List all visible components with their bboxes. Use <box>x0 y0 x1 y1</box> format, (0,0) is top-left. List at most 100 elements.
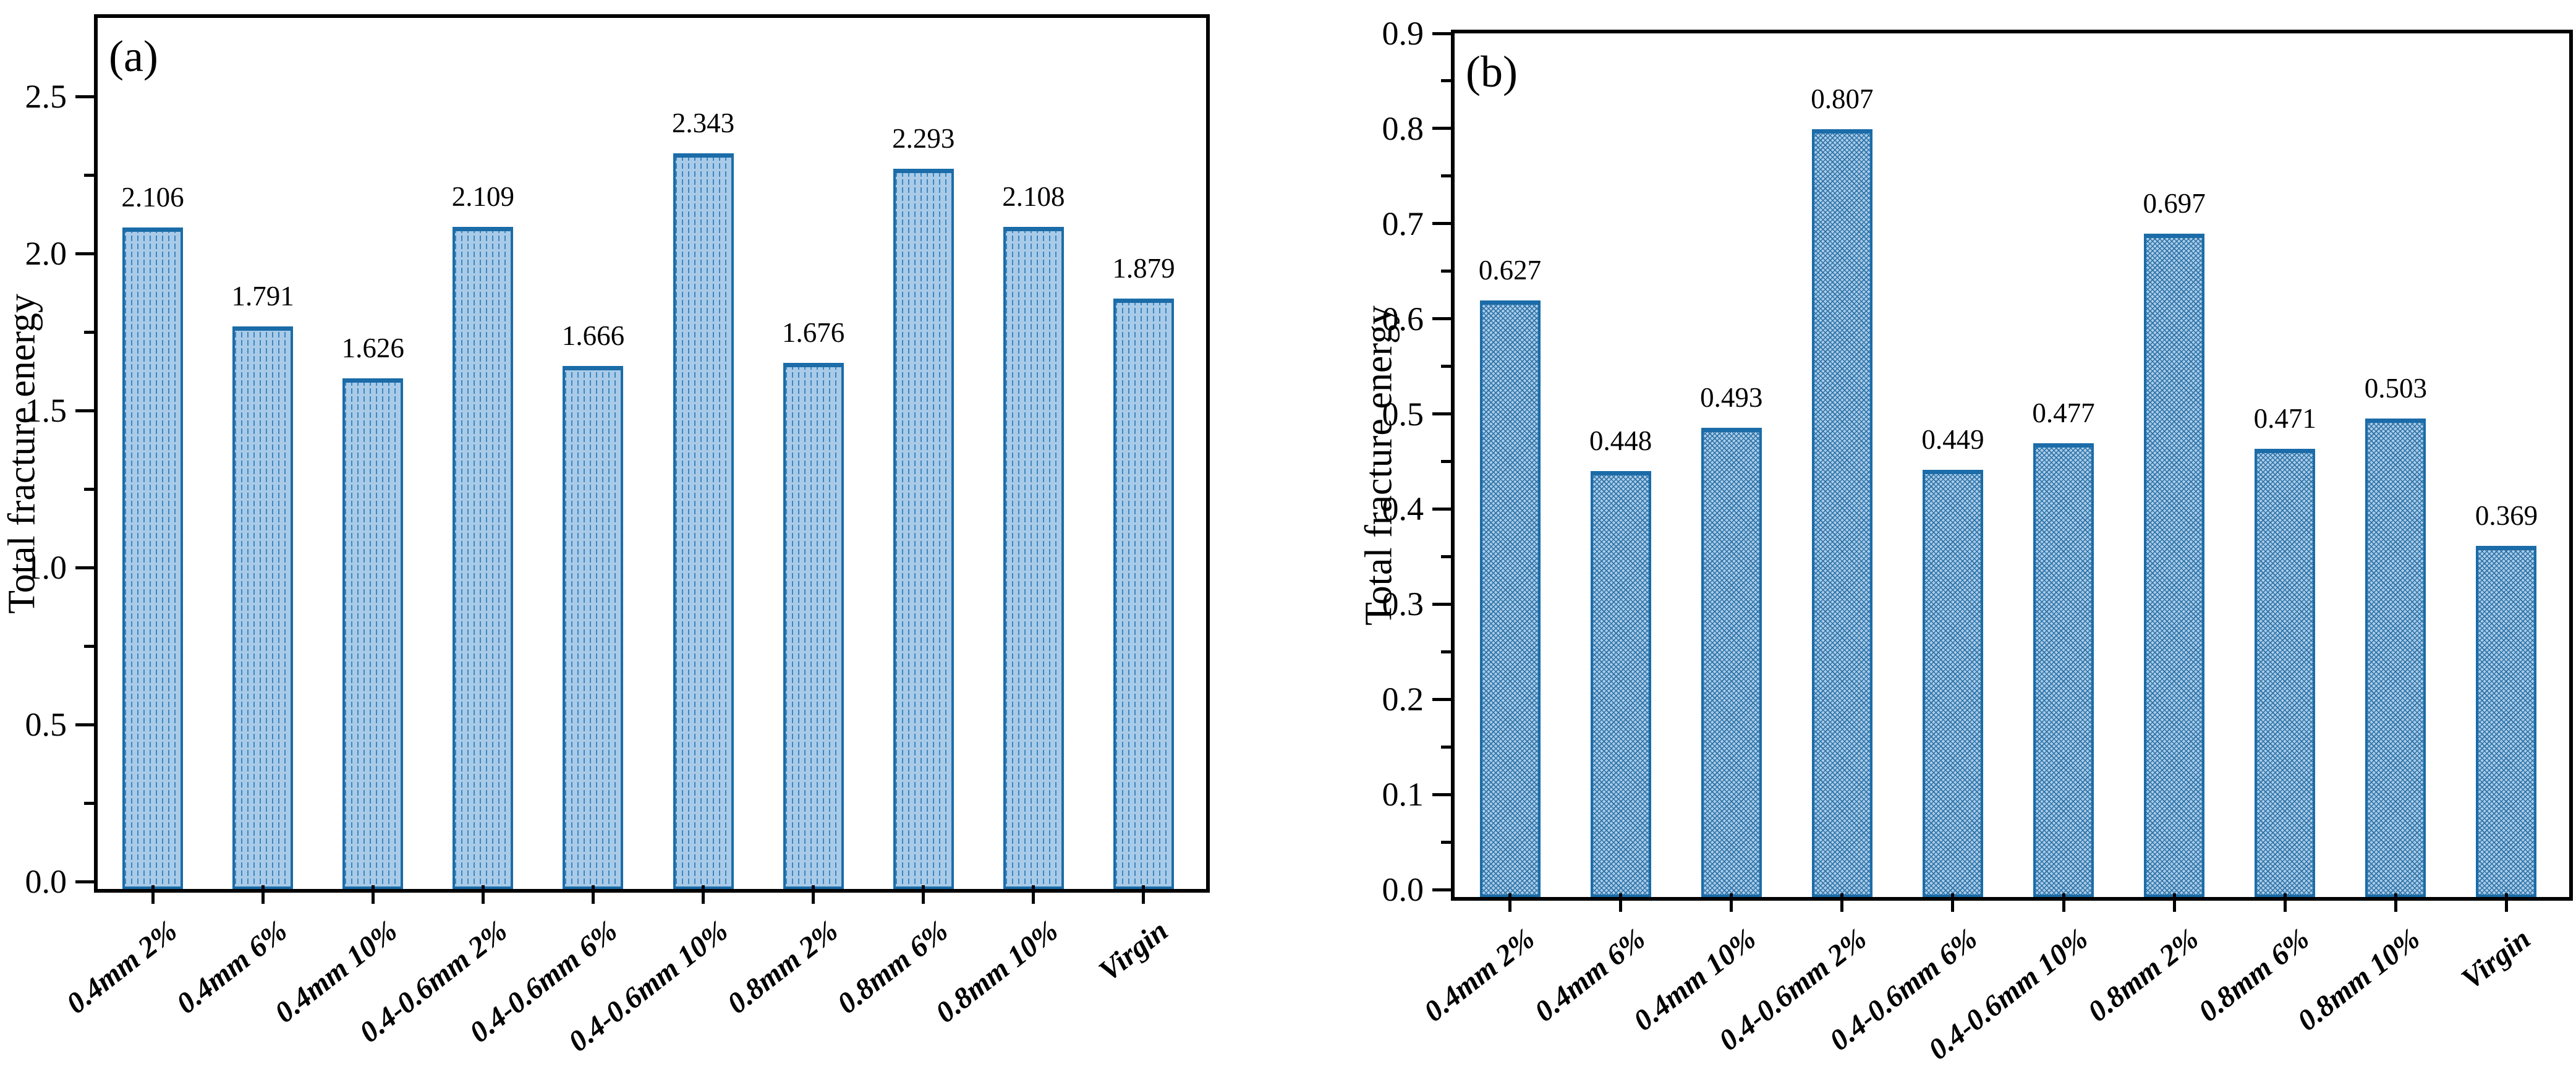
y-major-tick <box>75 880 94 883</box>
bar-value-label: 1.791 <box>231 281 294 312</box>
y-major-tick <box>75 95 94 98</box>
bar <box>1479 300 1541 897</box>
bar <box>673 153 734 889</box>
bar <box>342 378 404 889</box>
y-minor-tick <box>1441 555 1451 558</box>
bar <box>1701 428 1762 897</box>
y-major-tick <box>1432 793 1451 796</box>
y-tick-label: 0.5 <box>1382 395 1424 433</box>
bar <box>1003 227 1064 889</box>
x-category-label: 0.8mm 10% <box>929 914 1065 1030</box>
bar <box>1113 299 1174 889</box>
y-tick-label: 0.0 <box>25 863 67 900</box>
x-tick <box>1508 893 1512 912</box>
x-tick <box>2394 893 2397 912</box>
y-major-tick <box>75 566 94 569</box>
bar <box>2255 449 2316 897</box>
x-tick <box>922 885 925 904</box>
y-major-tick <box>1432 888 1451 891</box>
y-tick-label: 0.6 <box>1382 300 1424 338</box>
y-minor-tick <box>84 330 94 334</box>
y-major-tick <box>1432 602 1451 606</box>
x-tick <box>1951 893 1955 912</box>
bar-value-label: 0.807 <box>1811 83 1874 115</box>
bar-value-label: 0.369 <box>2475 500 2538 532</box>
y-major-tick <box>1432 697 1451 701</box>
x-tick <box>2504 893 2508 912</box>
x-tick <box>1142 885 1146 904</box>
y-tick-label: 0.2 <box>1382 681 1424 718</box>
bar-value-label: 2.109 <box>451 181 514 212</box>
chart-panel-b: (b) 0.0 0.1 0.2 0.3 0.4 0.5 0.6 0.7 0.8 0.9 0.627 0… <box>1358 15 2573 1066</box>
bar-value-label: 2.343 <box>671 107 735 138</box>
bar-value-label: 1.879 <box>1112 253 1175 284</box>
y-major-tick <box>1432 412 1451 416</box>
y-axis-label: Total fracture energy <box>1358 305 1400 626</box>
x-tick <box>1032 885 1035 904</box>
x-tick <box>702 885 705 904</box>
bar <box>2365 418 2426 897</box>
bar <box>1590 470 1651 897</box>
y-tick-label: 0.9 <box>1382 15 1424 52</box>
bar <box>232 326 294 889</box>
bar <box>893 169 954 889</box>
chart-panel-a: (a) 0.0 0.5 1.0 1.5 2.0 2.5 2.106 0.4mm 2% 1.791… <box>1 14 1210 1058</box>
y-tick-label: 2.0 <box>25 235 67 272</box>
x-category-label: 0.4mm 2% <box>60 914 184 1021</box>
bar-value-label: 0.471 <box>2253 403 2316 435</box>
x-tick <box>151 885 155 904</box>
y-tick-label: 2.5 <box>25 78 67 115</box>
x-category-label: Virgin <box>2455 922 2537 996</box>
y-minor-tick <box>1441 840 1451 844</box>
bar <box>563 365 624 889</box>
x-category-label: 0.8mm 2% <box>721 914 844 1021</box>
bar-value-label: 2.293 <box>892 123 955 155</box>
y-tick-label: 0.1 <box>1382 776 1424 814</box>
y-tick-label: 0.0 <box>1382 871 1424 908</box>
bar-value-label: 0.448 <box>1589 425 1652 456</box>
bar-value-label: 0.493 <box>1700 382 1763 414</box>
panel-label: (a) <box>109 32 158 81</box>
y-tick-label: 0.7 <box>1382 205 1424 242</box>
y-tick-label: 0.4 <box>1382 490 1424 528</box>
x-category-label: 0.4mm 2% <box>1418 922 1541 1029</box>
y-major-tick <box>75 409 94 412</box>
plot-area-b: (b) 0.0 0.1 0.2 0.3 0.4 0.5 0.6 0.7 0.8 0.9 0.627 0… <box>1382 15 2569 1066</box>
y-minor-tick <box>84 801 94 805</box>
y-minor-tick <box>84 644 94 648</box>
bar <box>453 226 514 889</box>
bar <box>2144 234 2205 897</box>
x-category-label: 0.8mm 10% <box>2292 922 2426 1038</box>
y-minor-tick <box>1441 650 1451 653</box>
y-tick-label: 1.5 <box>25 392 67 429</box>
bar-value-label: 1.666 <box>561 320 625 351</box>
bar-value-label: 1.626 <box>341 332 404 363</box>
y-tick-label: 0.5 <box>25 706 67 743</box>
y-tick-label: 1.0 <box>25 549 67 586</box>
bar-value-label: 0.477 <box>2032 397 2095 428</box>
panel-label: (b) <box>1466 47 1518 96</box>
y-minor-tick <box>84 487 94 491</box>
bar-value-label: 1.676 <box>782 317 845 348</box>
y-minor-tick <box>1441 174 1451 178</box>
x-category-label: Virgin <box>1092 914 1175 988</box>
x-tick <box>2062 893 2065 912</box>
y-major-tick <box>1432 507 1451 511</box>
x-tick <box>1730 893 1733 912</box>
bar <box>2476 546 2537 897</box>
y-major-tick <box>1432 222 1451 226</box>
x-tick <box>371 885 375 904</box>
y-major-tick <box>75 252 94 255</box>
x-tick <box>591 885 595 904</box>
y-minor-tick <box>1441 460 1451 463</box>
y-major-tick <box>1432 317 1451 321</box>
y-major-tick <box>1432 127 1451 130</box>
bar-value-label: 2.108 <box>1002 181 1065 213</box>
x-category-label: 0.8mm 2% <box>2081 922 2205 1029</box>
bar-value-label: 0.697 <box>2143 188 2206 219</box>
y-minor-tick <box>1441 365 1451 368</box>
bar-value-label: 0.627 <box>1478 255 1542 286</box>
y-minor-tick <box>1441 745 1451 749</box>
y-minor-tick <box>84 173 94 177</box>
y-tick-label: 0.3 <box>1382 585 1424 623</box>
